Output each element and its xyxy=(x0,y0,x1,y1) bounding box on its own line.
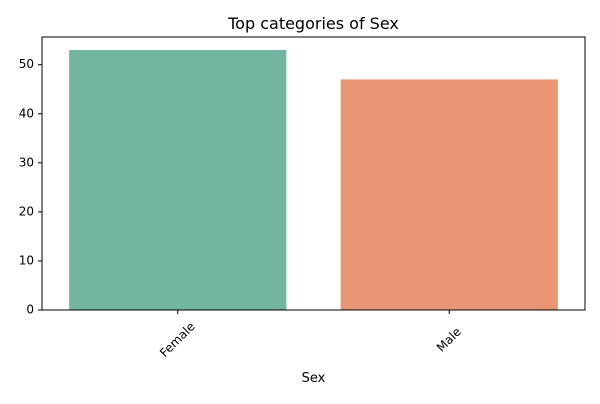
x-axis-label: Sex xyxy=(302,371,326,386)
y-tick-label: 40 xyxy=(19,106,34,120)
chart-title: Top categories of Sex xyxy=(227,14,399,33)
bars-group xyxy=(69,50,558,311)
y-axis: 0 10 20 30 40 50 xyxy=(19,57,42,317)
y-tick-label: 30 xyxy=(19,155,34,169)
y-tick-label: 10 xyxy=(19,253,34,267)
y-tick-label: 0 xyxy=(26,303,34,317)
y-tick-label: 50 xyxy=(19,57,34,71)
plot-frame xyxy=(41,36,586,311)
bar-male xyxy=(340,79,558,311)
y-tick-label: 20 xyxy=(19,204,34,218)
bar-female xyxy=(69,50,287,310)
